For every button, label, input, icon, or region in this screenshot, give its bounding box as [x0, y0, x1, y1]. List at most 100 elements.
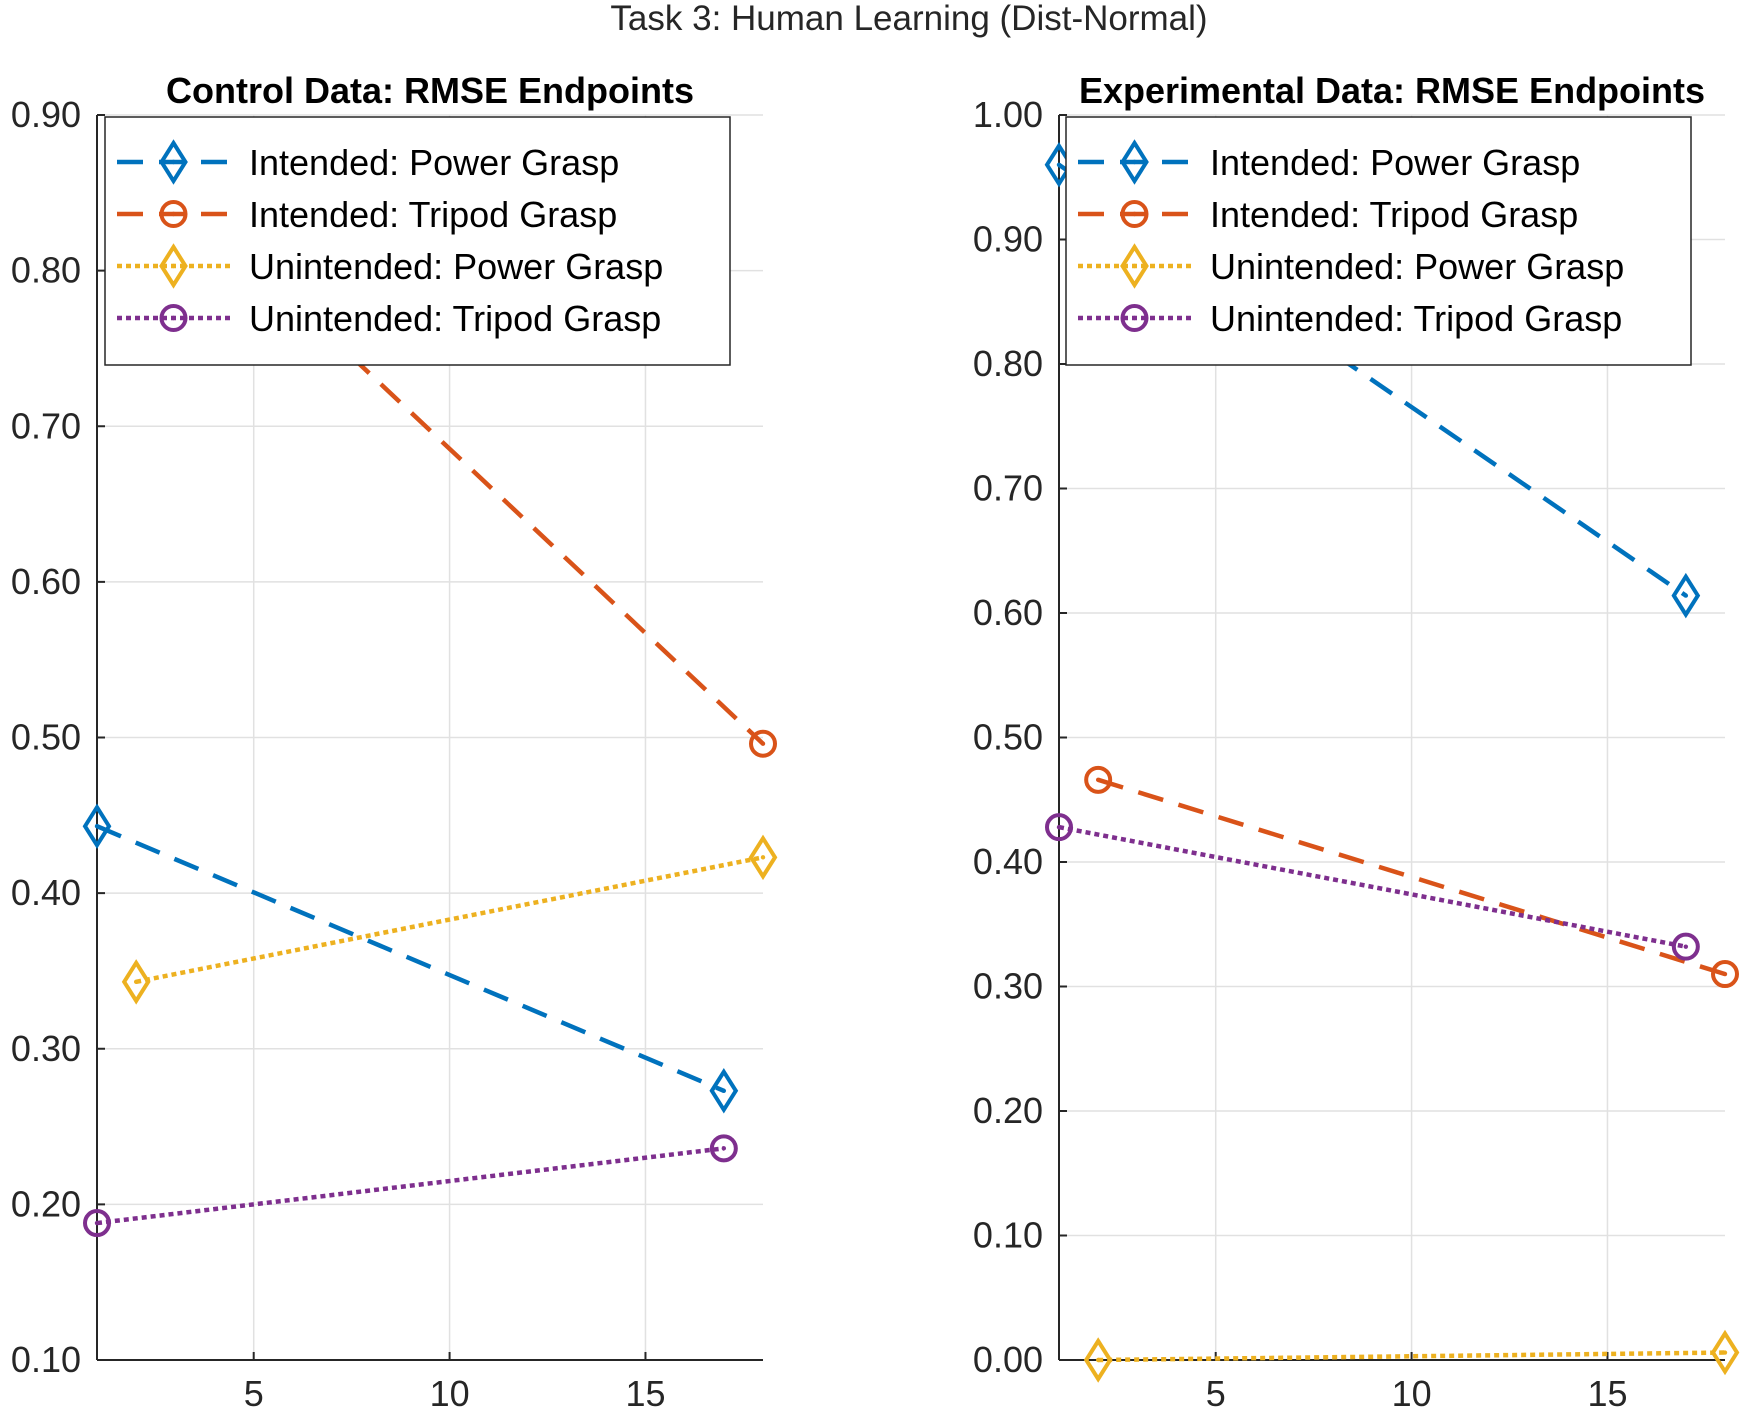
data-point-unintended-power-grasp [1710, 1329, 1740, 1376]
x-tick-label: 5 [244, 1373, 264, 1414]
x-tick-label: 15 [1587, 1373, 1627, 1414]
series-unintended-tripod-grasp [1045, 813, 1700, 961]
series-unintended-tripod-grasp [83, 1134, 738, 1238]
series-intended-tripod-grasp [1084, 765, 1739, 989]
data-point-intended-power-grasp [1671, 572, 1701, 619]
legend-label: Intended: Tripod Grasp [249, 194, 617, 235]
legend-label: Unintended: Power Grasp [1210, 246, 1624, 287]
legend-label: Unintended: Tripod Grasp [249, 298, 661, 339]
legend-marker-unintended-tripod-grasp [159, 304, 188, 332]
data-point-intended-tripod-grasp-center [1095, 777, 1101, 783]
data-point-intended-tripod-grasp-center [1722, 971, 1728, 977]
data-point-intended-tripod-grasp [1711, 960, 1739, 989]
y-tick-label: 0.90 [11, 94, 81, 135]
data-point-intended-power-grasp [82, 803, 112, 849]
data-point-intended-power-grasp-center [94, 824, 100, 829]
data-point-unintended-power-grasp-center [133, 979, 139, 985]
y-tick-label: 0.70 [11, 405, 81, 446]
legend-marker-unintended-power-grasp-center [171, 263, 176, 269]
legend-marker-intended-power-grasp [1120, 139, 1149, 185]
data-point-unintended-tripod-grasp-center [1056, 824, 1062, 830]
series-line-unintended-power-grasp [1098, 1350, 1726, 1363]
y-tick-label: 0.50 [11, 717, 81, 758]
legend-box [1065, 116, 1692, 366]
legend-marker-intended-power-grasp-center [1132, 159, 1137, 165]
legend-label: Intended: Power Grasp [1210, 142, 1580, 183]
data-point-unintended-tripod-grasp [1671, 932, 1700, 961]
y-tick-label: 0.60 [11, 561, 81, 602]
series-line-unintended-tripod-grasp [96, 1146, 725, 1226]
data-point-intended-tripod-grasp [1084, 765, 1113, 794]
legend-marker-intended-tripod-grasp [159, 200, 188, 228]
series-line-intended-tripod-grasp [1097, 777, 1726, 977]
series-unintended-power-grasp [121, 834, 778, 1005]
control-data-plot: 5 10 15 0.10 0.20 0.30 0.40 0.50 0.60 0.70 0.80 0.9… [11, 70, 778, 1414]
legend-marker-unintended-power-grasp [1120, 243, 1149, 289]
x-tick-label: 5 [1206, 1373, 1226, 1414]
data-point-intended-tripod-grasp [749, 729, 777, 758]
legend-marker-unintended-tripod-grasp-center [1132, 315, 1137, 321]
experimental-data-plot: 5 10 15 0.00 0.10 0.20 0.30 0.40 0.50 0.60 0.70 0.8… [973, 70, 1740, 1414]
y-tick-label: 0.10 [11, 1339, 81, 1380]
x-tick-label: 10 [430, 1373, 470, 1414]
data-point-unintended-tripod-grasp-center [94, 1220, 100, 1226]
data-point-intended-power-grasp-center [1683, 593, 1689, 598]
data-point-unintended-tripod-grasp [709, 1134, 738, 1163]
y-tick-label: 1.00 [973, 94, 1043, 135]
legend-marker-unintended-tripod-grasp [1120, 304, 1149, 332]
data-point-unintended-power-grasp-center [760, 855, 766, 860]
legend-marker-intended-tripod-grasp [1120, 200, 1149, 228]
y-tick-label: 0.00 [973, 1339, 1043, 1380]
y-tick-label: 0.80 [973, 343, 1043, 384]
data-point-intended-power-grasp-center [721, 1088, 727, 1093]
series-intended-power-grasp [82, 803, 739, 1114]
y-tick-label: 0.20 [973, 1090, 1043, 1131]
y-tick-label: 0.60 [973, 592, 1043, 633]
data-point-unintended-power-grasp-center [1722, 1350, 1728, 1355]
legend: Intended: Power Grasp Intended: Tripod Gr… [1065, 116, 1692, 366]
data-point-unintended-tripod-grasp-center [1683, 944, 1689, 949]
y-tick-label: 0.80 [11, 250, 81, 291]
y-tick-label: 0.70 [973, 468, 1043, 509]
y-tick-label: 0.50 [973, 717, 1043, 758]
data-point-unintended-power-grasp [121, 959, 151, 1005]
legend: Intended: Power Grasp Intended: Tripod Gr… [104, 116, 731, 366]
legend-marker-unintended-power-grasp [159, 243, 188, 289]
data-point-unintended-power-grasp [1083, 1337, 1113, 1383]
axes-title: Experimental Data: RMSE Endpoints [1079, 70, 1705, 111]
data-point-intended-power-grasp-center [1056, 162, 1062, 167]
series-line-unintended-power-grasp [135, 855, 764, 985]
data-point-intended-power-grasp [709, 1068, 739, 1114]
series-unintended-power-grasp [1083, 1329, 1740, 1383]
legend-marker-intended-power-grasp-center [171, 159, 176, 165]
legend-label: Intended: Power Grasp [249, 142, 619, 183]
figure-title: Task 3: Human Learning (Dist-Normal) [610, 0, 1207, 38]
y-tick-label: 0.40 [973, 841, 1043, 882]
legend-marker-unintended-tripod-grasp-center [171, 315, 176, 321]
legend-marker-intended-tripod-grasp-center [1132, 211, 1137, 217]
data-point-unintended-tripod-grasp [83, 1209, 111, 1238]
data-point-intended-tripod-grasp-center [760, 741, 766, 746]
y-tick-label: 0.20 [11, 1183, 81, 1224]
y-tick-label: 0.30 [11, 1028, 81, 1069]
legend-box [104, 116, 731, 366]
y-tick-label: 0.90 [973, 219, 1043, 260]
y-tick-label: 0.10 [973, 1215, 1043, 1256]
legend-label: Intended: Tripod Grasp [1210, 194, 1578, 235]
legend-marker-intended-tripod-grasp-center [171, 211, 176, 217]
legend-marker-intended-power-grasp [159, 139, 188, 185]
series-line-intended-power-grasp [96, 824, 725, 1093]
legend-label: Unintended: Tripod Grasp [1210, 298, 1622, 339]
data-point-unintended-tripod-grasp-center [721, 1146, 727, 1151]
data-point-unintended-power-grasp-center [1095, 1357, 1101, 1363]
legend-label: Unintended: Power Grasp [249, 246, 663, 287]
data-point-unintended-power-grasp [748, 834, 778, 881]
axes-title: Control Data: RMSE Endpoints [166, 70, 694, 111]
data-point-unintended-tripod-grasp [1045, 813, 1073, 842]
x-tick-label: 15 [625, 1373, 665, 1414]
y-tick-label: 0.40 [11, 872, 81, 913]
series-line-unintended-tripod-grasp [1058, 824, 1687, 949]
x-tick-label: 10 [1392, 1373, 1432, 1414]
legend-marker-unintended-power-grasp-center [1132, 263, 1137, 269]
